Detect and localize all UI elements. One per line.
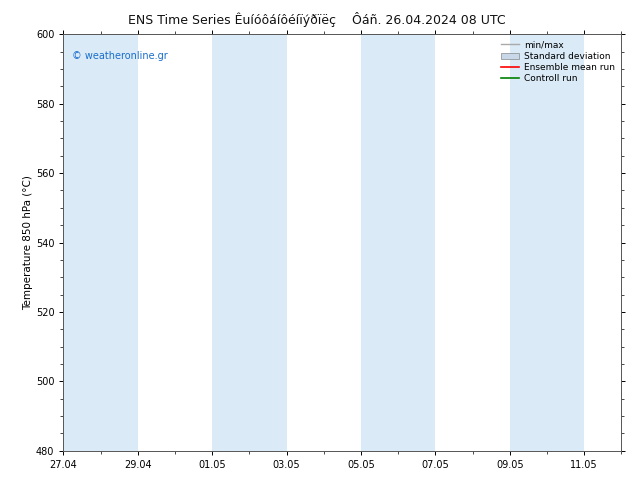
Text: © weatheronline.gr: © weatheronline.gr xyxy=(72,51,167,61)
Bar xyxy=(361,34,436,451)
Bar xyxy=(63,34,138,451)
Legend: min/max, Standard deviation, Ensemble mean run, Controll run: min/max, Standard deviation, Ensemble me… xyxy=(500,39,617,85)
Bar xyxy=(212,34,287,451)
Y-axis label: Temperature 850 hPa (°C): Temperature 850 hPa (°C) xyxy=(23,175,33,310)
Bar xyxy=(510,34,584,451)
Text: ENS Time Series Êuíóôáíôéíïýðïëç    Ôáñ. 26.04.2024 08 UTC: ENS Time Series Êuíóôáíôéíïýðïëç Ôáñ. 26… xyxy=(128,12,506,27)
